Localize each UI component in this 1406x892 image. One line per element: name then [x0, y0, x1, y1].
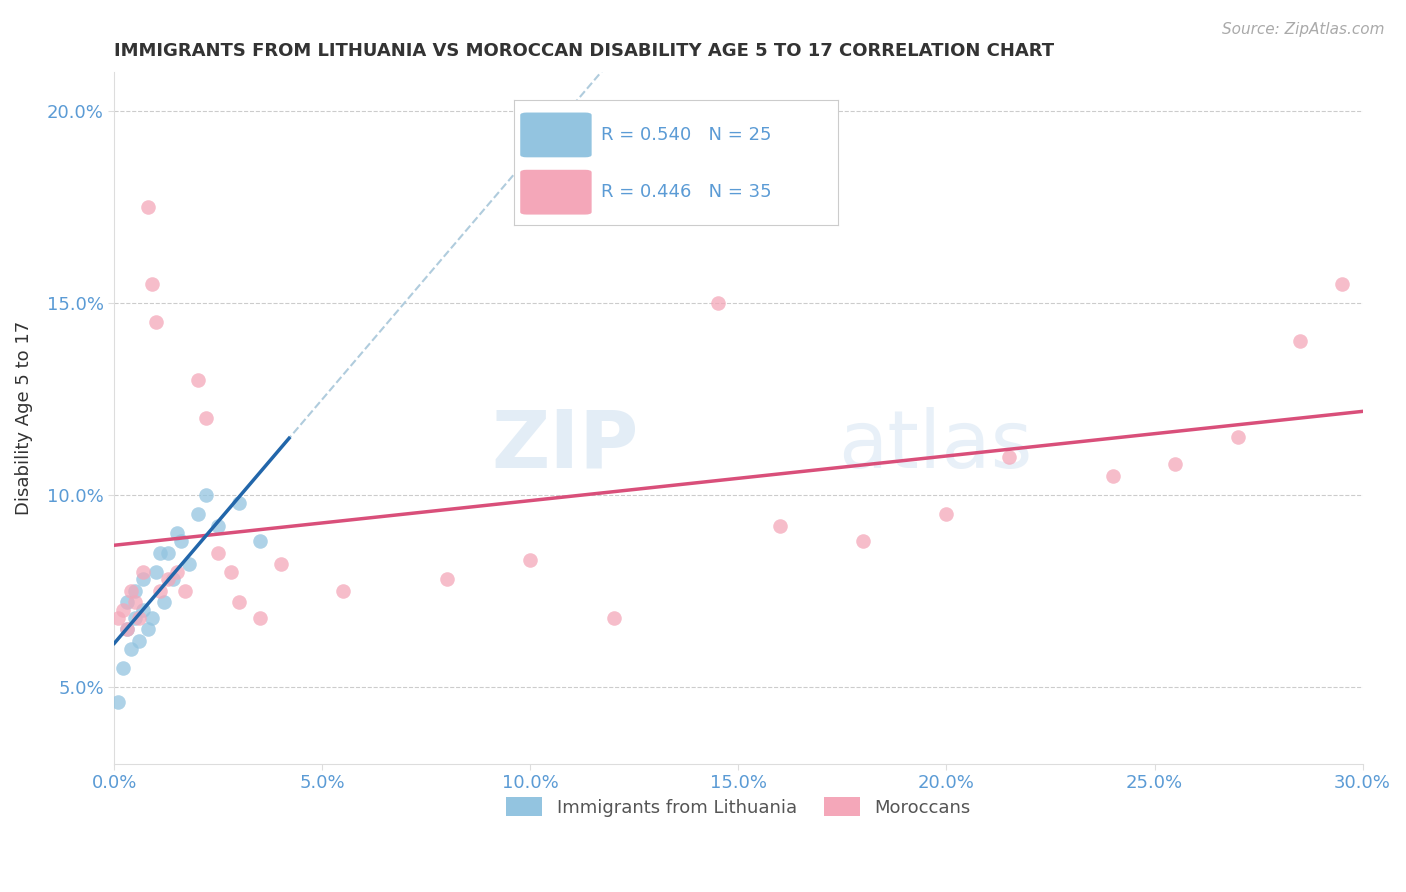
Point — [207, 518, 229, 533]
Point — [852, 534, 875, 549]
Point — [136, 200, 159, 214]
Point — [128, 611, 150, 625]
Point — [706, 296, 728, 310]
Point — [1102, 468, 1125, 483]
Point — [1289, 334, 1312, 349]
Point — [166, 526, 188, 541]
Text: ZIP: ZIP — [491, 407, 638, 484]
Point — [132, 603, 155, 617]
Point — [228, 595, 250, 609]
Point — [149, 584, 172, 599]
Point — [166, 565, 188, 579]
Text: IMMIGRANTS FROM LITHUANIA VS MOROCCAN DISABILITY AGE 5 TO 17 CORRELATION CHART: IMMIGRANTS FROM LITHUANIA VS MOROCCAN DI… — [114, 42, 1054, 60]
Point — [115, 623, 138, 637]
Point — [219, 565, 242, 579]
Point — [141, 277, 163, 291]
Point — [107, 611, 129, 625]
Point — [124, 611, 146, 625]
Point — [935, 507, 957, 521]
Point — [157, 545, 180, 559]
Point — [186, 507, 208, 521]
Y-axis label: Disability Age 5 to 17: Disability Age 5 to 17 — [15, 321, 32, 516]
Point — [769, 518, 792, 533]
Point — [1330, 277, 1353, 291]
Text: Source: ZipAtlas.com: Source: ZipAtlas.com — [1222, 22, 1385, 37]
Point — [153, 595, 176, 609]
Point — [162, 573, 184, 587]
Point — [132, 573, 155, 587]
Point — [120, 584, 142, 599]
Point — [157, 573, 180, 587]
Point — [124, 595, 146, 609]
Point — [141, 611, 163, 625]
Point — [194, 411, 217, 425]
Point — [194, 488, 217, 502]
Point — [107, 695, 129, 709]
Point — [145, 315, 167, 329]
Point — [128, 634, 150, 648]
Point — [111, 603, 134, 617]
Point — [120, 641, 142, 656]
Point — [602, 611, 624, 625]
Text: atlas: atlas — [838, 407, 1032, 484]
Point — [115, 623, 138, 637]
Point — [132, 565, 155, 579]
Point — [115, 595, 138, 609]
Point — [170, 534, 193, 549]
Point — [124, 584, 146, 599]
Point — [179, 557, 201, 571]
Point — [249, 534, 271, 549]
Point — [228, 495, 250, 509]
Point — [136, 623, 159, 637]
Point — [436, 573, 458, 587]
Point — [145, 565, 167, 579]
Point — [249, 611, 271, 625]
Legend: Immigrants from Lithuania, Moroccans: Immigrants from Lithuania, Moroccans — [499, 790, 979, 824]
Point — [207, 545, 229, 559]
Point — [186, 373, 208, 387]
Point — [111, 661, 134, 675]
Point — [1226, 430, 1249, 444]
Point — [332, 584, 354, 599]
Point — [998, 450, 1021, 464]
Point — [1164, 457, 1187, 471]
Point — [519, 553, 541, 567]
Point — [174, 584, 197, 599]
Point — [149, 545, 172, 559]
Point — [270, 557, 292, 571]
